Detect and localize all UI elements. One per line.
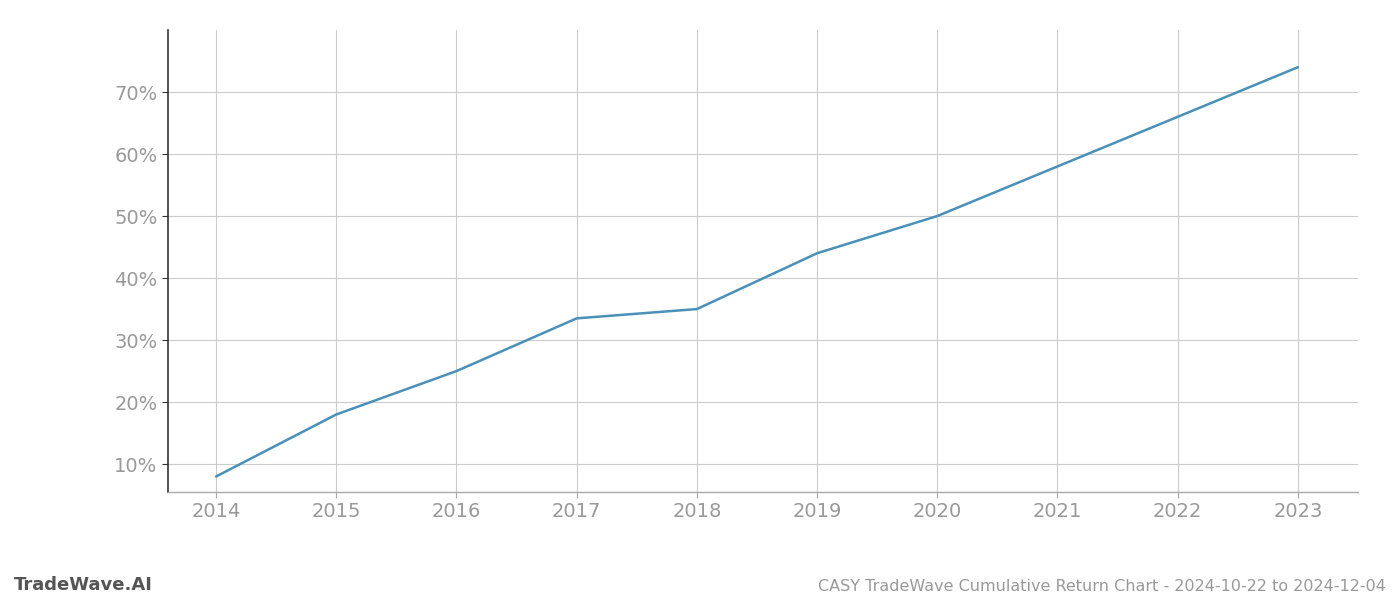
Text: CASY TradeWave Cumulative Return Chart - 2024-10-22 to 2024-12-04: CASY TradeWave Cumulative Return Chart -… (818, 579, 1386, 594)
Text: TradeWave.AI: TradeWave.AI (14, 576, 153, 594)
